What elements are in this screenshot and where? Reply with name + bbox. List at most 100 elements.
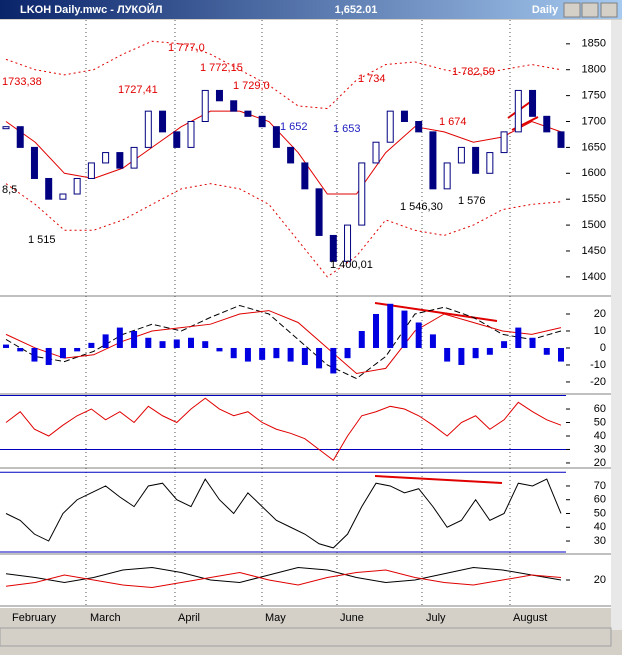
candle bbox=[287, 146, 295, 164]
y-tick-label: 20 bbox=[594, 308, 606, 320]
histogram-bar bbox=[429, 334, 436, 348]
histogram-bar bbox=[501, 341, 508, 348]
histogram-bar bbox=[486, 347, 493, 355]
annotation: 1 734 bbox=[358, 73, 386, 85]
candle bbox=[201, 89, 209, 123]
histogram-bar bbox=[216, 347, 223, 352]
candle bbox=[144, 110, 152, 148]
y-tick-label: 40 bbox=[594, 521, 606, 533]
candle bbox=[258, 115, 266, 128]
candle bbox=[329, 234, 337, 262]
y-tick-label: 1550 bbox=[582, 193, 606, 205]
histogram-bar bbox=[244, 347, 251, 362]
histogram-bar bbox=[301, 347, 308, 365]
histogram-bar bbox=[202, 341, 209, 348]
annotation: 1733,38 bbox=[2, 76, 42, 88]
y-tick-label: 20 bbox=[594, 574, 606, 586]
indicator-line bbox=[5, 478, 562, 549]
histogram-bar bbox=[529, 337, 536, 348]
month-label: August bbox=[513, 612, 547, 624]
candle bbox=[415, 121, 423, 133]
histogram-bar bbox=[131, 330, 138, 348]
y-tick-label: 1500 bbox=[582, 219, 606, 231]
candle bbox=[500, 131, 508, 154]
candle bbox=[400, 110, 408, 123]
candle bbox=[187, 121, 195, 148]
annotation: 1 653 bbox=[333, 123, 361, 135]
y-tick-label: 1750 bbox=[582, 90, 606, 102]
y-tick-label: 1400 bbox=[582, 271, 606, 283]
annotation: 1 729,0 bbox=[233, 80, 270, 92]
annotation: 8,5 bbox=[2, 184, 17, 196]
month-label: February bbox=[12, 612, 57, 624]
annotation: 1 546,30 bbox=[400, 201, 443, 213]
annotation: 1 674 bbox=[439, 116, 467, 128]
histogram-bar bbox=[102, 334, 109, 348]
histogram-bar bbox=[188, 337, 194, 348]
candle bbox=[457, 146, 465, 164]
y-tick-label: 1700 bbox=[582, 115, 606, 127]
candle bbox=[159, 110, 167, 133]
candle bbox=[472, 146, 480, 174]
indicator-line bbox=[5, 397, 562, 461]
candle bbox=[244, 110, 252, 117]
histogram-bar bbox=[17, 347, 24, 352]
month-label: July bbox=[426, 612, 446, 624]
histogram-bar bbox=[401, 310, 408, 348]
candle bbox=[87, 162, 95, 179]
title-bar bbox=[0, 0, 622, 19]
candle bbox=[272, 126, 280, 148]
candle bbox=[59, 193, 67, 200]
y-tick-label: 60 bbox=[594, 403, 606, 415]
indicator-line bbox=[5, 183, 562, 278]
y-tick-label: 1450 bbox=[582, 245, 606, 257]
histogram-bar bbox=[45, 347, 52, 365]
candle bbox=[486, 152, 494, 174]
minimize-button[interactable] bbox=[563, 2, 581, 18]
histogram-bar bbox=[273, 347, 280, 359]
histogram-bar bbox=[145, 337, 152, 348]
candle bbox=[529, 89, 537, 117]
histogram-bar bbox=[472, 347, 479, 359]
close-button[interactable] bbox=[600, 2, 618, 18]
histogram-bar bbox=[458, 347, 465, 365]
y-tick-label: 50 bbox=[594, 416, 606, 428]
annotation: 1 777,0 bbox=[168, 42, 205, 54]
histogram-bar bbox=[230, 347, 237, 359]
candle bbox=[344, 224, 352, 262]
candle bbox=[443, 162, 451, 190]
maximize-button[interactable] bbox=[581, 2, 599, 18]
annotation: 1 576 bbox=[458, 195, 486, 207]
histogram-bar bbox=[444, 347, 451, 362]
y-tick-label: 70 bbox=[594, 480, 606, 492]
histogram-bar bbox=[358, 330, 365, 348]
histogram-bar bbox=[3, 344, 9, 348]
y-tick-label: -20 bbox=[590, 376, 606, 388]
candle bbox=[543, 115, 551, 133]
histogram-bar bbox=[330, 347, 337, 374]
candle bbox=[315, 188, 323, 236]
y-tick-label: 40 bbox=[594, 430, 606, 442]
candle bbox=[386, 110, 394, 143]
candle bbox=[130, 146, 138, 169]
hscrollbar[interactable] bbox=[0, 627, 612, 647]
trend-line bbox=[374, 302, 498, 322]
y-tick-label: 50 bbox=[594, 507, 606, 519]
candle bbox=[372, 141, 380, 164]
candle bbox=[215, 89, 223, 102]
histogram-bar bbox=[259, 347, 266, 360]
axis-area bbox=[566, 20, 611, 608]
histogram-bar bbox=[515, 327, 522, 348]
y-tick-label: 30 bbox=[594, 535, 606, 547]
indicator-line bbox=[5, 566, 562, 584]
histogram-bar bbox=[88, 342, 95, 348]
month-label: March bbox=[90, 612, 121, 624]
histogram-bar bbox=[74, 347, 81, 352]
histogram-bar bbox=[116, 327, 123, 348]
candle bbox=[16, 126, 24, 148]
histogram-bar bbox=[415, 322, 422, 348]
scrollbar[interactable] bbox=[611, 20, 622, 630]
histogram-bar bbox=[373, 313, 379, 348]
histogram-bar bbox=[344, 347, 351, 359]
